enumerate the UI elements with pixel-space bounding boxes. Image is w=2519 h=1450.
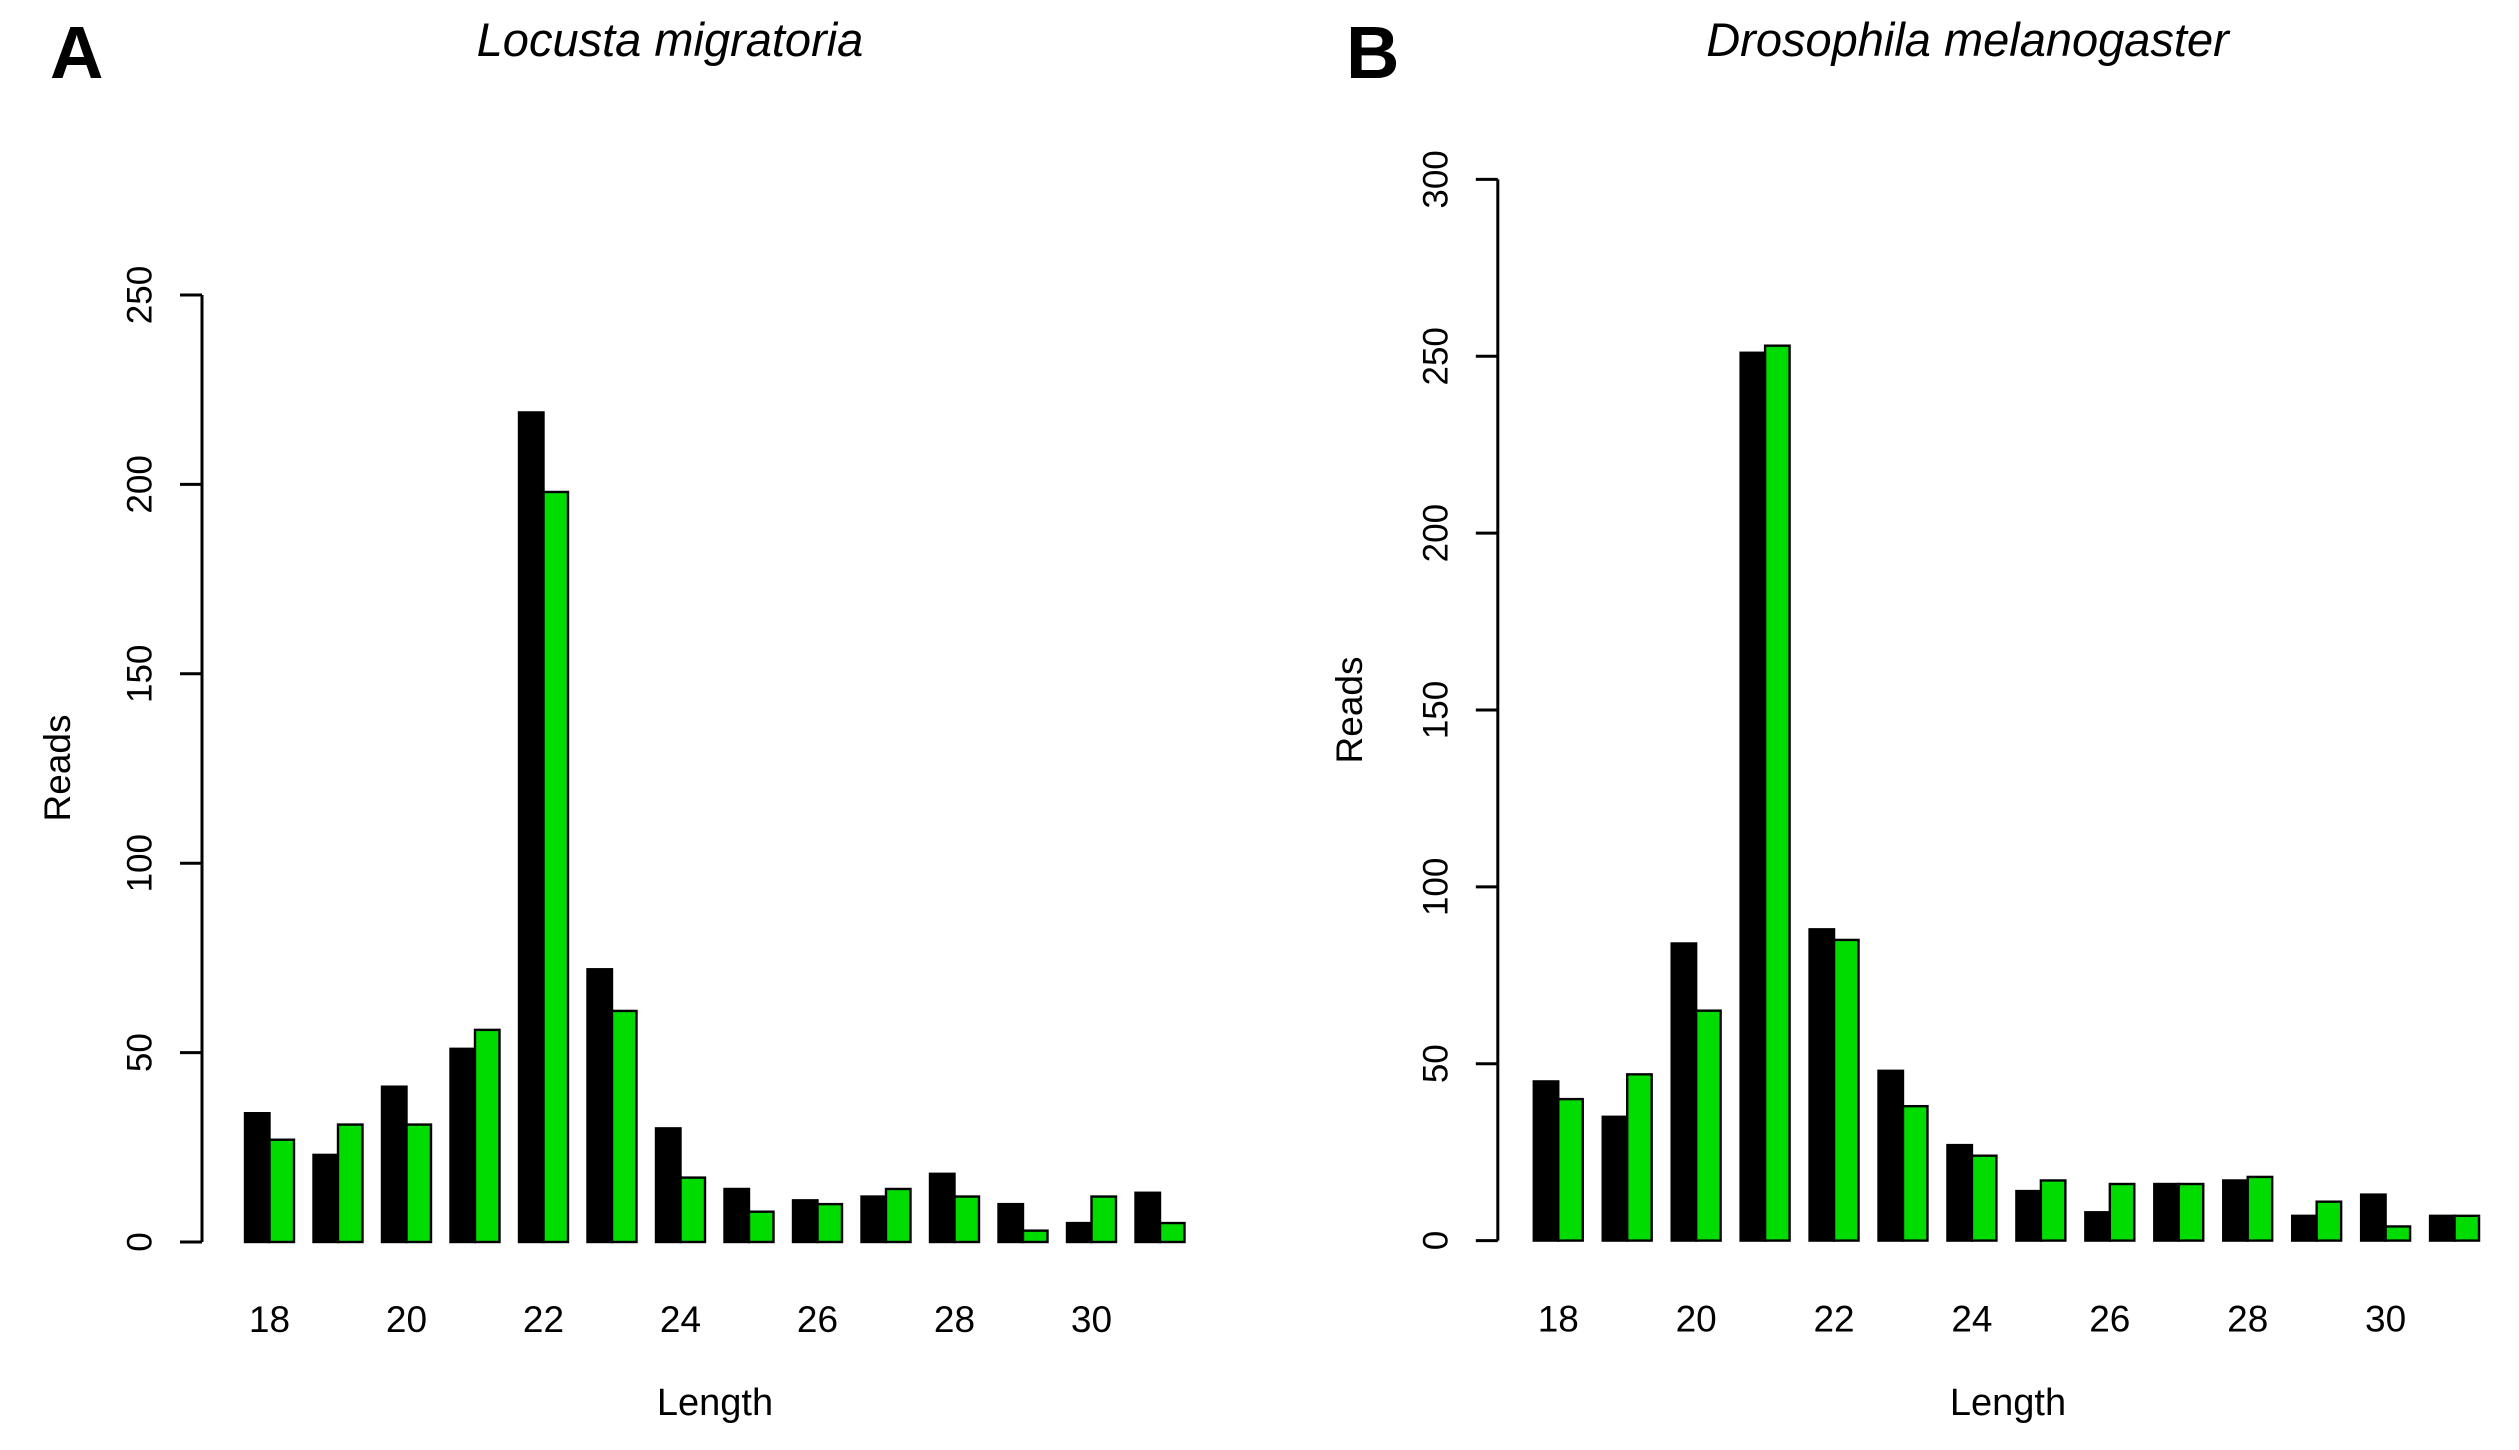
x-tick-label: 24 [1951, 1299, 1992, 1340]
bar-19-black [1601, 1115, 1629, 1242]
panel-a: A Locusta migratoria Reads Length 0 50 100… [37, 11, 1186, 1424]
x-tick-label: 22 [1813, 1299, 1854, 1340]
bar-22-green [542, 490, 570, 1244]
x-tick-label: 30 [1071, 1299, 1112, 1340]
panel-b: B Drosophila melanogaster Reads Length 0… [1260, 0, 2519, 1450]
x-tick-label: 28 [934, 1299, 975, 1340]
bar-21-green [473, 1028, 501, 1244]
bar-26-green [2108, 1182, 2136, 1242]
bar-24-black [1946, 1143, 1974, 1242]
bar-29-green [1021, 1229, 1049, 1244]
x-tick-label: 28 [2227, 1299, 2268, 1340]
panel-a-x-axis-label: Length [656, 1382, 774, 1424]
bar-29-black [2290, 1214, 2318, 1242]
bar-23-green [610, 1009, 638, 1244]
bar-27-black [2153, 1182, 2180, 1242]
bar-31-black [2428, 1214, 2456, 1242]
y-tick-label: 100 [1416, 858, 1455, 916]
bar-26-black [791, 1199, 819, 1244]
bar-23-black [586, 968, 614, 1244]
bar-18-green [268, 1138, 296, 1244]
panel-a-title: Locusta migratoria [476, 13, 864, 66]
bar-23-green [1901, 1104, 1929, 1242]
y-tick-label: 300 [1416, 150, 1455, 208]
bar-20-green [405, 1123, 433, 1244]
bar-28-black [2222, 1179, 2249, 1242]
bar-24-green [679, 1176, 707, 1244]
bar-30-black [1065, 1221, 1093, 1244]
bar-31-black [1134, 1191, 1162, 1244]
bar-30-green [2384, 1225, 2412, 1242]
panel-a-corner-label: A [50, 11, 104, 94]
y-tick-label: 100 [121, 834, 160, 892]
bar-18-black [243, 1112, 271, 1244]
bar-27-green [884, 1187, 912, 1244]
bar-20-black [1670, 942, 1698, 1242]
bar-24-green [1970, 1154, 1998, 1242]
bar-23-black [1877, 1069, 1905, 1242]
bar-19-green [1626, 1073, 1653, 1242]
x-tick-label: 20 [1676, 1299, 1717, 1340]
y-tick-label: 200 [1416, 504, 1455, 562]
y-tick-label: 250 [121, 266, 160, 324]
bar-26-black [2084, 1211, 2112, 1242]
bar-27-black [860, 1195, 888, 1244]
bar-22-black [1808, 928, 1836, 1242]
y-tick-label: 200 [121, 455, 160, 513]
x-tick-label: 30 [2365, 1299, 2406, 1340]
x-tick-label: 18 [249, 1299, 290, 1340]
x-tick-label: 22 [523, 1299, 564, 1340]
bar-29-black [997, 1202, 1025, 1244]
bar-25-black [2015, 1189, 2043, 1242]
panel-b-corner-label: B [1346, 11, 1400, 94]
panel-b-title: Drosophila melanogaster [1706, 13, 2229, 66]
x-tick-label: 26 [2089, 1299, 2130, 1340]
bar-25-green [747, 1210, 775, 1244]
y-tick-label: 250 [1416, 327, 1455, 385]
bar-18-black [1532, 1080, 1560, 1242]
x-tick-label: 20 [386, 1299, 427, 1340]
bar-30-black [2359, 1193, 2387, 1242]
bar-31-green [1158, 1221, 1186, 1244]
bar-25-black [723, 1187, 751, 1244]
bar-21-black [449, 1047, 477, 1244]
bar-22-green [1832, 938, 1860, 1242]
bar-27-green [2177, 1182, 2205, 1242]
bar-19-black [312, 1153, 340, 1244]
bar-25-green [2039, 1179, 2067, 1242]
bar-18-green [1557, 1097, 1584, 1242]
bar-26-green [816, 1202, 844, 1244]
y-tick-label: 50 [1416, 1044, 1455, 1083]
bar-28-black [928, 1172, 956, 1244]
bar-24-black [654, 1127, 682, 1244]
bar-21-black [1739, 351, 1767, 1242]
x-tick-label: 18 [1538, 1299, 1579, 1340]
bar-19-green [336, 1123, 364, 1244]
panel-a-barplot: 0 50 100 150 200 250 18 20 22 24 26 28 30 [121, 266, 1186, 1340]
y-tick-label: 0 [121, 1232, 160, 1251]
x-tick-label: 24 [660, 1299, 701, 1340]
bar-28-green [2246, 1175, 2274, 1242]
panel-b-barplot: 0 50 100 150 200 250 300 18 20 22 24 26 28 30 [1416, 150, 2481, 1340]
bar-30-green [1090, 1195, 1118, 1244]
bar-20-black [380, 1085, 408, 1244]
panel-b-x-axis-label: Length [1949, 1382, 2067, 1424]
x-tick-label: 26 [797, 1299, 838, 1340]
y-tick-label: 50 [121, 1033, 160, 1072]
y-tick-label: 0 [1416, 1231, 1455, 1250]
bar-31-green [2453, 1214, 2481, 1242]
bar-20-green [1694, 1009, 1722, 1242]
bar-21-green [1763, 344, 1791, 1242]
bar-29-green [2315, 1200, 2343, 1242]
bar-22-black [517, 411, 545, 1244]
bar-28-green [953, 1195, 981, 1244]
y-tick-label: 150 [121, 645, 160, 703]
y-tick-label: 150 [1416, 681, 1455, 739]
